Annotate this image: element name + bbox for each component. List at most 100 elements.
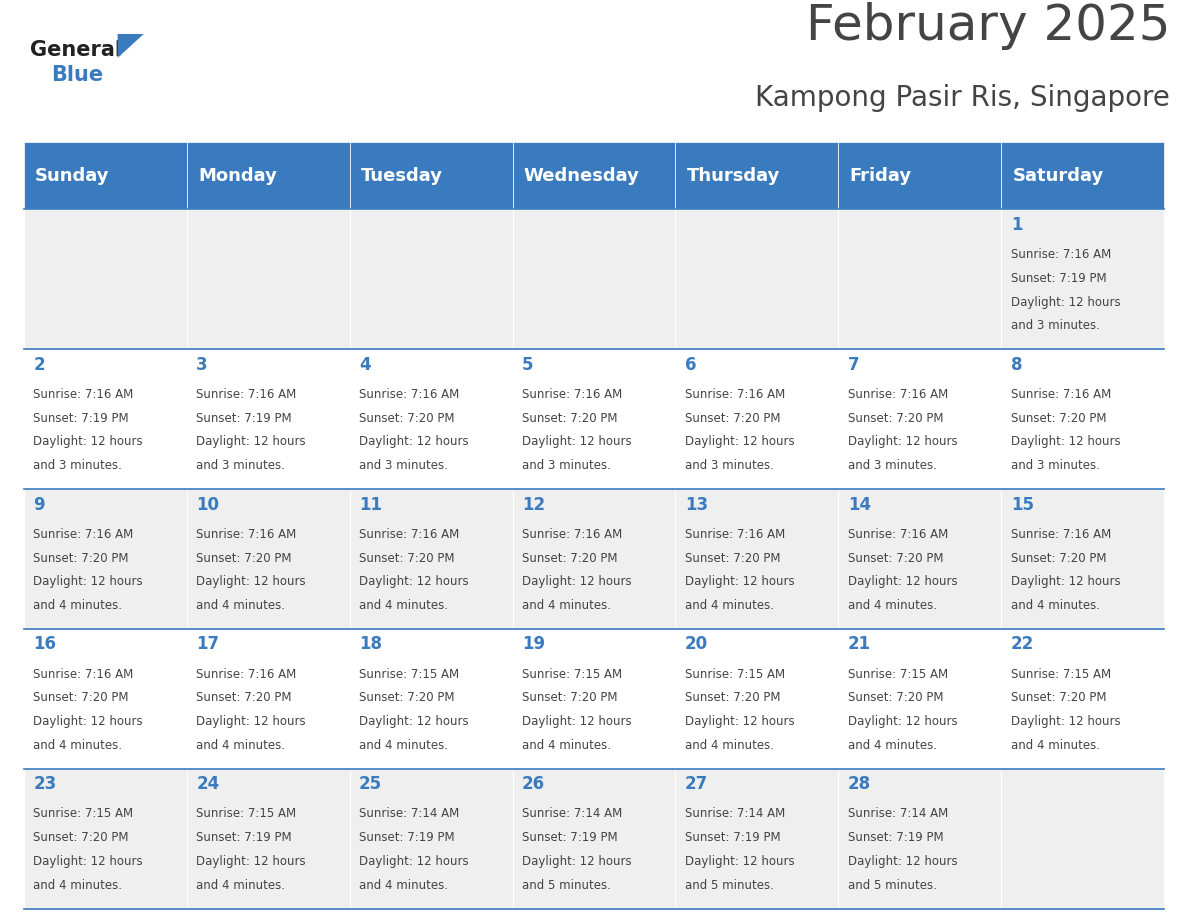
Text: Daylight: 12 hours: Daylight: 12 hours bbox=[685, 856, 795, 868]
Text: Sunrise: 7:16 AM: Sunrise: 7:16 AM bbox=[1011, 387, 1111, 401]
Text: and 4 minutes.: and 4 minutes. bbox=[1011, 739, 1100, 752]
Bar bbox=[187, 142, 349, 209]
Text: General: General bbox=[30, 39, 121, 60]
Bar bbox=[839, 629, 1001, 769]
Text: Daylight: 12 hours: Daylight: 12 hours bbox=[848, 576, 958, 588]
Polygon shape bbox=[118, 34, 144, 58]
Text: Sunset: 7:20 PM: Sunset: 7:20 PM bbox=[359, 552, 455, 565]
Text: and 4 minutes.: and 4 minutes. bbox=[359, 739, 448, 752]
Text: Sunrise: 7:16 AM: Sunrise: 7:16 AM bbox=[522, 528, 623, 541]
Text: Daylight: 12 hours: Daylight: 12 hours bbox=[685, 715, 795, 728]
Text: and 3 minutes.: and 3 minutes. bbox=[359, 459, 448, 473]
Bar bbox=[187, 489, 349, 629]
Bar bbox=[1001, 769, 1164, 909]
Text: 4: 4 bbox=[359, 355, 371, 374]
Text: and 4 minutes.: and 4 minutes. bbox=[685, 739, 773, 752]
Text: Monday: Monday bbox=[198, 167, 277, 185]
Text: Daylight: 12 hours: Daylight: 12 hours bbox=[359, 715, 469, 728]
Text: and 4 minutes.: and 4 minutes. bbox=[196, 599, 285, 612]
Text: Sunset: 7:19 PM: Sunset: 7:19 PM bbox=[1011, 272, 1106, 285]
Text: Saturday: Saturday bbox=[1012, 167, 1104, 185]
Text: Daylight: 12 hours: Daylight: 12 hours bbox=[1011, 435, 1120, 449]
Text: 13: 13 bbox=[685, 496, 708, 513]
Text: and 4 minutes.: and 4 minutes. bbox=[196, 879, 285, 892]
Text: Daylight: 12 hours: Daylight: 12 hours bbox=[1011, 715, 1120, 728]
Text: Daylight: 12 hours: Daylight: 12 hours bbox=[848, 715, 958, 728]
Text: 5: 5 bbox=[522, 355, 533, 374]
Text: Sunset: 7:19 PM: Sunset: 7:19 PM bbox=[685, 832, 781, 845]
Bar bbox=[24, 769, 187, 909]
Text: 2: 2 bbox=[33, 355, 45, 374]
Text: and 4 minutes.: and 4 minutes. bbox=[522, 739, 611, 752]
Text: Sunset: 7:20 PM: Sunset: 7:20 PM bbox=[848, 691, 943, 704]
Bar bbox=[1001, 209, 1164, 349]
Text: Sunset: 7:20 PM: Sunset: 7:20 PM bbox=[848, 411, 943, 425]
Text: Sunset: 7:20 PM: Sunset: 7:20 PM bbox=[1011, 411, 1106, 425]
Bar bbox=[676, 629, 839, 769]
Text: 25: 25 bbox=[359, 776, 383, 793]
Bar bbox=[349, 209, 512, 349]
Bar bbox=[1001, 349, 1164, 489]
Bar bbox=[24, 629, 187, 769]
Text: February 2025: February 2025 bbox=[805, 3, 1170, 50]
Bar bbox=[512, 142, 676, 209]
Text: Sunrise: 7:14 AM: Sunrise: 7:14 AM bbox=[685, 808, 785, 821]
Text: Sunset: 7:20 PM: Sunset: 7:20 PM bbox=[522, 411, 618, 425]
Text: and 5 minutes.: and 5 minutes. bbox=[685, 879, 773, 892]
Text: 27: 27 bbox=[685, 776, 708, 793]
Bar bbox=[839, 349, 1001, 489]
Text: and 3 minutes.: and 3 minutes. bbox=[522, 459, 611, 473]
Text: Sunset: 7:19 PM: Sunset: 7:19 PM bbox=[359, 832, 455, 845]
Text: Daylight: 12 hours: Daylight: 12 hours bbox=[359, 576, 469, 588]
Text: and 3 minutes.: and 3 minutes. bbox=[848, 459, 937, 473]
Text: Daylight: 12 hours: Daylight: 12 hours bbox=[196, 576, 305, 588]
Bar bbox=[24, 349, 187, 489]
Text: and 4 minutes.: and 4 minutes. bbox=[33, 599, 122, 612]
Text: and 4 minutes.: and 4 minutes. bbox=[522, 599, 611, 612]
Text: Daylight: 12 hours: Daylight: 12 hours bbox=[196, 715, 305, 728]
Text: Sunrise: 7:16 AM: Sunrise: 7:16 AM bbox=[1011, 528, 1111, 541]
Text: 22: 22 bbox=[1011, 635, 1034, 654]
Text: Sunrise: 7:16 AM: Sunrise: 7:16 AM bbox=[33, 667, 133, 680]
Bar bbox=[839, 142, 1001, 209]
Bar bbox=[349, 629, 512, 769]
Text: Daylight: 12 hours: Daylight: 12 hours bbox=[685, 435, 795, 449]
Text: Sunrise: 7:15 AM: Sunrise: 7:15 AM bbox=[1011, 667, 1111, 680]
Text: Sunset: 7:19 PM: Sunset: 7:19 PM bbox=[848, 832, 943, 845]
Text: Sunset: 7:19 PM: Sunset: 7:19 PM bbox=[196, 411, 292, 425]
Text: Blue: Blue bbox=[51, 65, 103, 85]
Text: Sunrise: 7:16 AM: Sunrise: 7:16 AM bbox=[1011, 248, 1111, 261]
Bar bbox=[512, 489, 676, 629]
Text: Daylight: 12 hours: Daylight: 12 hours bbox=[359, 856, 469, 868]
Bar bbox=[676, 769, 839, 909]
Text: Daylight: 12 hours: Daylight: 12 hours bbox=[359, 435, 469, 449]
Text: Sunrise: 7:14 AM: Sunrise: 7:14 AM bbox=[359, 808, 460, 821]
Bar bbox=[512, 769, 676, 909]
Text: Sunset: 7:20 PM: Sunset: 7:20 PM bbox=[685, 691, 781, 704]
Text: Daylight: 12 hours: Daylight: 12 hours bbox=[848, 856, 958, 868]
Text: Sunset: 7:19 PM: Sunset: 7:19 PM bbox=[196, 832, 292, 845]
Text: 19: 19 bbox=[522, 635, 545, 654]
Text: and 3 minutes.: and 3 minutes. bbox=[1011, 459, 1100, 473]
Bar bbox=[1001, 629, 1164, 769]
Text: Daylight: 12 hours: Daylight: 12 hours bbox=[522, 435, 632, 449]
Text: Sunset: 7:20 PM: Sunset: 7:20 PM bbox=[196, 552, 292, 565]
Text: Sunset: 7:20 PM: Sunset: 7:20 PM bbox=[1011, 691, 1106, 704]
Bar bbox=[839, 209, 1001, 349]
Text: Daylight: 12 hours: Daylight: 12 hours bbox=[522, 576, 632, 588]
Text: Sunrise: 7:15 AM: Sunrise: 7:15 AM bbox=[522, 667, 623, 680]
Bar bbox=[1001, 142, 1164, 209]
Text: Sunset: 7:20 PM: Sunset: 7:20 PM bbox=[359, 691, 455, 704]
Text: 3: 3 bbox=[196, 355, 208, 374]
Text: Sunrise: 7:15 AM: Sunrise: 7:15 AM bbox=[196, 808, 296, 821]
Text: Sunset: 7:20 PM: Sunset: 7:20 PM bbox=[685, 411, 781, 425]
Text: and 4 minutes.: and 4 minutes. bbox=[359, 879, 448, 892]
Text: 9: 9 bbox=[33, 496, 45, 513]
Text: Sunset: 7:20 PM: Sunset: 7:20 PM bbox=[33, 691, 128, 704]
Bar bbox=[1001, 489, 1164, 629]
Bar bbox=[676, 489, 839, 629]
Bar bbox=[24, 142, 187, 209]
Text: Sunrise: 7:16 AM: Sunrise: 7:16 AM bbox=[196, 528, 297, 541]
Text: Sunset: 7:19 PM: Sunset: 7:19 PM bbox=[522, 832, 618, 845]
Text: 12: 12 bbox=[522, 496, 545, 513]
